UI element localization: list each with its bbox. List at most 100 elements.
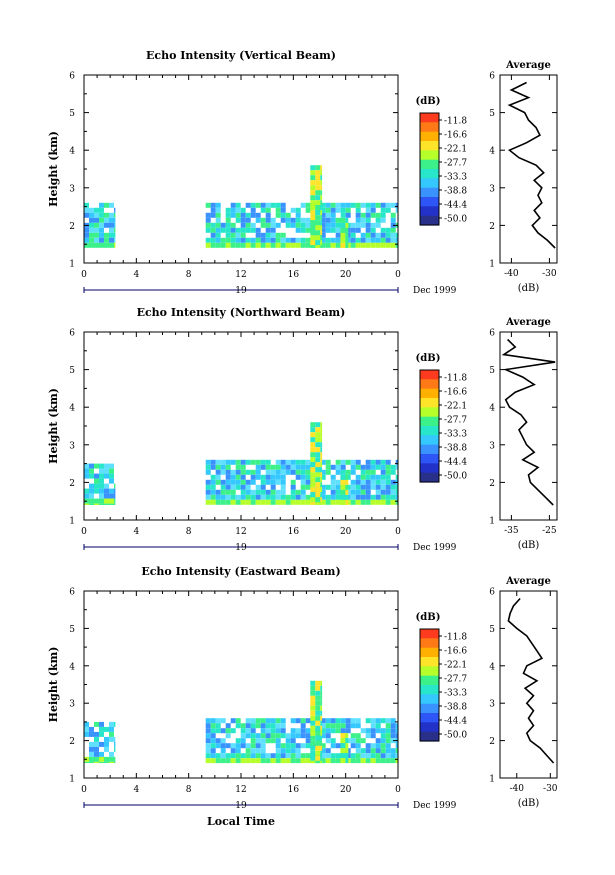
heatmap-cell: [305, 499, 311, 505]
heatmap-cell: [89, 463, 94, 469]
heatmap-cell: [260, 232, 266, 238]
heatmap-cell: [99, 721, 104, 727]
x-tick-label: 8: [186, 270, 192, 280]
heatmap-cell: [94, 756, 99, 762]
heatmap-cell: [285, 469, 291, 475]
heatmap-cell: [350, 733, 356, 739]
heatmap-cell: [94, 222, 99, 228]
heatmap-cell: [315, 432, 321, 438]
heatmap-cell: [240, 484, 246, 490]
heatmap-cell: [370, 474, 376, 480]
heatmap-cell: [315, 200, 321, 206]
heatmap-cell: [99, 222, 104, 228]
heatmap-cell: [290, 459, 296, 465]
heatmap-cell: [210, 459, 216, 465]
heatmap-cell: [89, 751, 94, 757]
heatmap-cell: [330, 474, 336, 480]
heatmap-cell: [390, 728, 396, 734]
heatmap-cell: [305, 464, 311, 470]
heatmap-cell: [275, 738, 281, 744]
heatmap-cell: [280, 232, 286, 238]
heatmap-cell: [270, 489, 276, 495]
heatmap-cell: [305, 728, 311, 734]
heatmap-cell: [255, 217, 261, 223]
heatmap-cell: [270, 474, 276, 480]
heatmap-cell: [205, 748, 211, 754]
heatmap-cell: [285, 743, 291, 749]
heatmap-cell: [230, 748, 236, 754]
heatmap-cell: [84, 726, 89, 732]
heatmap-cell: [250, 728, 256, 734]
heatmap-cell: [350, 479, 356, 485]
heatmap-cell: [295, 217, 301, 223]
avg-x-axis-label: (dB): [518, 540, 540, 551]
heatmap-cell: [320, 217, 326, 223]
heatmap-cell: [99, 761, 104, 763]
heatmap-cell: [395, 484, 398, 490]
heatmap-cell: [310, 462, 316, 468]
heatmap-cell: [94, 761, 99, 763]
heatmap-cell: [94, 212, 99, 218]
heatmap-cell: [225, 753, 231, 759]
colorbar-segment: [420, 731, 439, 742]
heatmap-cell: [355, 738, 361, 744]
heatmap-cell: [310, 422, 316, 428]
heatmap-cell: [295, 494, 301, 500]
heatmap-cell: [94, 478, 99, 484]
heatmap-cell: [375, 202, 381, 208]
heatmap-cell: [390, 464, 396, 470]
heatmap-cell: [320, 422, 323, 428]
heatmap-cell: [220, 222, 226, 228]
heatmap-cell: [235, 217, 241, 223]
heatmap-cell: [280, 459, 286, 465]
heatmap-cell: [330, 489, 336, 495]
heatmap-cell: [89, 503, 94, 505]
heatmap-cell: [114, 493, 116, 499]
heatmap-cell: [285, 464, 291, 470]
heatmap-cell: [205, 242, 211, 248]
heatmap-cell: [240, 723, 246, 729]
heatmap-cell: [220, 748, 226, 754]
heatmap-cell: [109, 488, 114, 494]
heatmap-cell: [104, 756, 109, 762]
heatmap-cell: [215, 227, 221, 233]
heatmap-cell: [325, 499, 331, 505]
heatmap-cell: [230, 499, 236, 505]
heatmap-cell: [225, 232, 231, 238]
heatmap-cell: [265, 237, 271, 243]
heatmap-cell: [310, 760, 316, 764]
heatmap-cell: [320, 222, 326, 228]
heatmap-cell: [205, 464, 211, 470]
heatmap-cell: [220, 242, 226, 248]
heatmap-cell: [340, 459, 346, 465]
heatmap-cell: [325, 464, 331, 470]
heatmap-cell: [295, 212, 301, 218]
heatmap-cell: [335, 217, 341, 223]
heatmap-cell: [295, 743, 301, 749]
avg-y-tick-label: 4: [489, 662, 495, 672]
heatmap-cell: [370, 237, 376, 243]
heatmap-cell: [315, 700, 321, 706]
colorbar-tick-label: -50.0: [444, 215, 467, 225]
heatmap-cell: [109, 227, 114, 233]
heatmap-cell: [270, 733, 276, 739]
colorbar-segment: [420, 159, 439, 170]
heatmap-cell: [99, 503, 104, 505]
heatmap-cell: [210, 733, 216, 739]
heatmap-cell: [310, 690, 316, 696]
heatmap-cell: [305, 217, 311, 223]
heatmap-cell: [290, 733, 296, 739]
heatmap-cell: [275, 494, 281, 500]
heatmap-cell: [210, 237, 216, 243]
heatmap-cells: [84, 422, 398, 505]
heatmap-cell: [370, 479, 376, 485]
heatmap-cell: [360, 489, 366, 495]
heatmap-cell: [280, 212, 286, 218]
heatmap-cell: [355, 489, 361, 495]
heatmap-cell: [315, 215, 321, 221]
heatmap-cell: [230, 242, 236, 248]
heatmap-cell: [385, 474, 391, 480]
heatmap-cell: [260, 484, 266, 490]
heatmap-cell: [109, 736, 114, 742]
heatmap-cell: [114, 222, 116, 228]
